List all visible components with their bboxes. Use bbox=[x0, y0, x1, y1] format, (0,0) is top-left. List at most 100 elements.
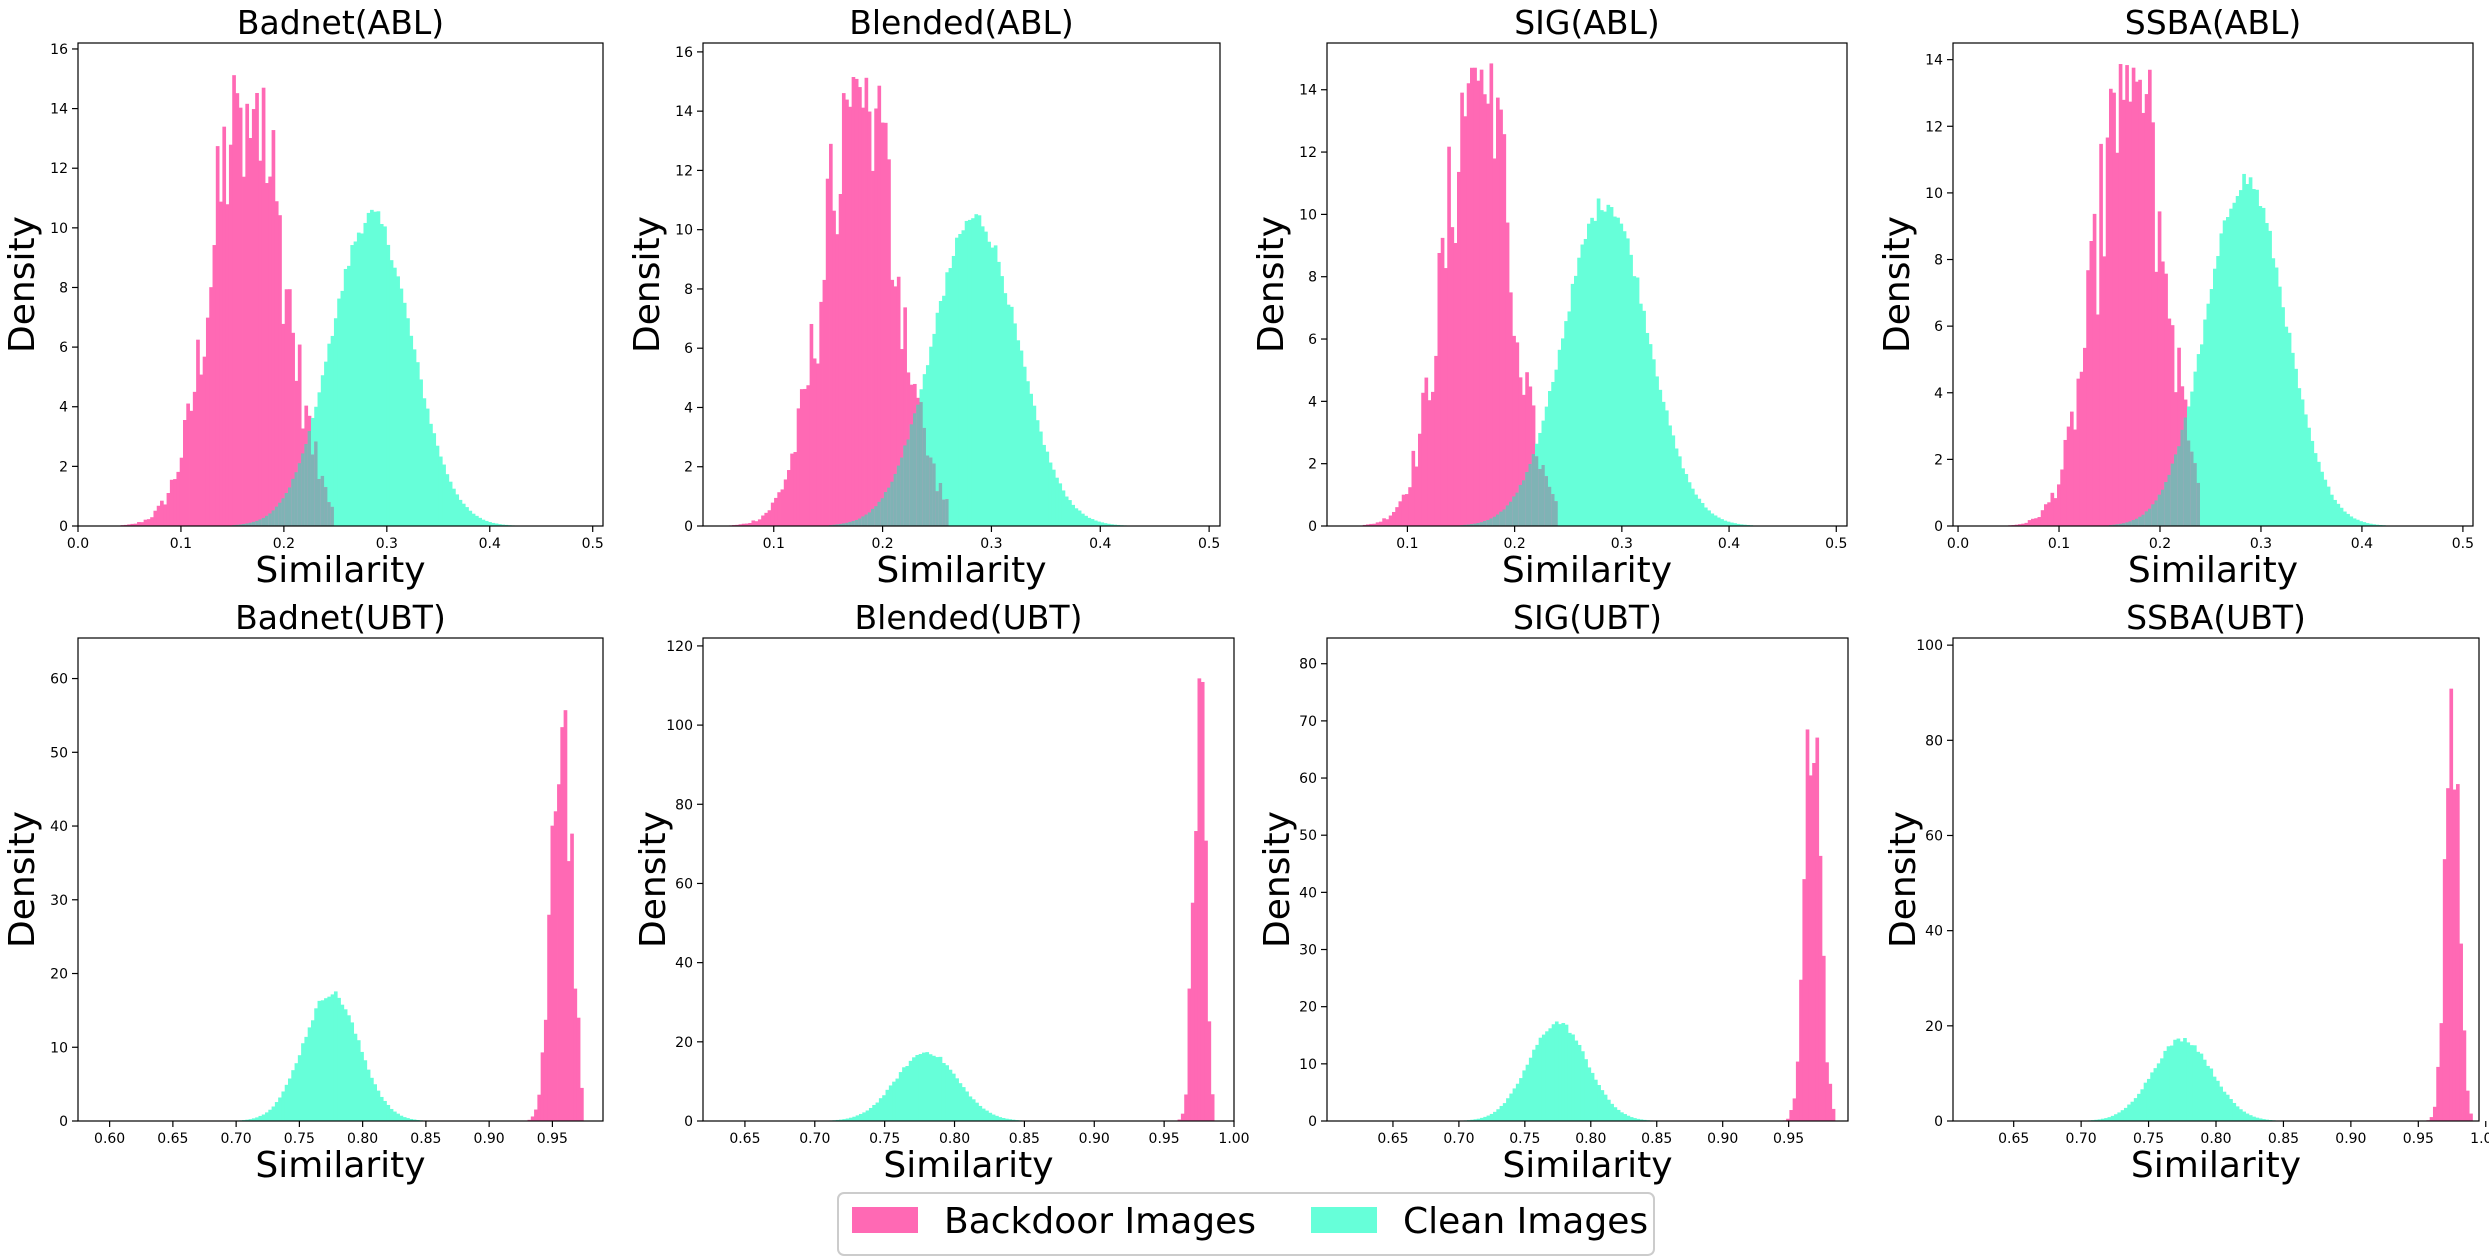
bar-clean-86 bbox=[2232, 202, 2237, 526]
bar-clean-108 bbox=[1678, 456, 1682, 526]
bar-overlap-57 bbox=[265, 515, 269, 526]
bar-clean-100 bbox=[1026, 381, 1030, 526]
bar-backdoor-58 bbox=[268, 176, 272, 527]
bar-clean-88 bbox=[1613, 216, 1617, 526]
bar-backdoor-151 bbox=[1204, 840, 1208, 1121]
bar-clean-105 bbox=[422, 398, 427, 526]
bar-overlap-71 bbox=[2183, 417, 2188, 526]
bar-backdoor-42 bbox=[215, 146, 220, 526]
bar-overlap-52 bbox=[2122, 523, 2126, 526]
bar-backdoor-151 bbox=[2449, 688, 2454, 1121]
bar-clean-119 bbox=[468, 510, 473, 526]
bar-clean-94 bbox=[2262, 1119, 2266, 1121]
bar-clean-124 bbox=[484, 520, 489, 526]
bar-clean-81 bbox=[343, 1009, 348, 1121]
bar-backdoor-23 bbox=[153, 510, 158, 526]
bar-clean-114 bbox=[1071, 504, 1075, 526]
bar-clean-60 bbox=[274, 1102, 279, 1121]
bar-backdoor-43 bbox=[2092, 213, 2097, 526]
bar-clean-89 bbox=[370, 1077, 374, 1121]
bar-clean-53 bbox=[2127, 1104, 2131, 1121]
y-tick-label: 12 bbox=[1925, 119, 1943, 135]
bar-clean-59 bbox=[2146, 1078, 2151, 1121]
bar-clean-124 bbox=[1730, 522, 1734, 526]
bar-clean-106 bbox=[1671, 435, 1676, 526]
bar-backdoor-26 bbox=[1411, 450, 1416, 526]
bar-backdoor-145 bbox=[1799, 979, 1803, 1121]
bar-clean-103 bbox=[415, 362, 420, 526]
axes-frame bbox=[1952, 637, 2480, 1122]
bar-clean-95 bbox=[389, 260, 394, 526]
bar-clean-77 bbox=[330, 335, 335, 526]
bar-backdoor-152 bbox=[2452, 789, 2457, 1121]
bar-backdoor-57 bbox=[1512, 335, 1516, 526]
bar-clean-116 bbox=[458, 499, 463, 526]
bar-backdoor-29 bbox=[2047, 502, 2051, 526]
bar-backdoor-39 bbox=[829, 143, 833, 526]
bar-backdoor-50 bbox=[1489, 63, 1494, 526]
bar-overlap-55 bbox=[880, 498, 885, 526]
y-tick-label: 4 bbox=[1934, 386, 1943, 402]
bar-overlap-40 bbox=[832, 524, 836, 526]
bar-clean-66 bbox=[2169, 1045, 2174, 1121]
bar-clean-86 bbox=[1607, 1099, 1611, 1121]
bars bbox=[2074, 688, 2473, 1121]
bar-overlap-49 bbox=[861, 516, 865, 526]
bar-backdoor-150 bbox=[1200, 681, 1205, 1121]
bar-backdoor-150 bbox=[1815, 737, 1820, 1121]
bar-backdoor-49 bbox=[238, 107, 243, 527]
bar-backdoor-20 bbox=[2018, 524, 2022, 526]
bar-backdoor-55 bbox=[258, 160, 263, 526]
bar-overlap-60 bbox=[2148, 508, 2152, 526]
bar-clean-115 bbox=[1074, 508, 1079, 526]
bar-clean-121 bbox=[2346, 513, 2350, 526]
bar-clean-90 bbox=[993, 245, 998, 526]
bar-overlap-53 bbox=[251, 521, 256, 526]
bar-clean-80 bbox=[340, 290, 345, 526]
bar-clean-84 bbox=[2229, 1099, 2233, 1121]
bar-backdoor-58 bbox=[2141, 112, 2146, 527]
bars bbox=[1362, 63, 1754, 527]
histogram-panels: 0.0 0.1 0.2 0.3 0.4 0.5 0 2 4 6 8 10 12 14 16 Badnet(AB… bbox=[2, 3, 2489, 1186]
x-tick-label: 0.1 bbox=[1396, 536, 1418, 552]
x-tick-label: 0.90 bbox=[1707, 1131, 1738, 1147]
bar-clean-57 bbox=[2140, 1089, 2145, 1121]
bar-backdoor-146 bbox=[2432, 1106, 2437, 1121]
bar-overlap-66 bbox=[294, 472, 299, 526]
bar-clean-92 bbox=[379, 1096, 384, 1121]
bar-backdoor-41 bbox=[1460, 92, 1464, 526]
x-axis-label: Similarity bbox=[255, 1145, 425, 1186]
bar-backdoor-47 bbox=[232, 75, 236, 526]
bar-clean-129 bbox=[2372, 524, 2376, 526]
bar-clean-110 bbox=[2310, 440, 2315, 526]
bar-backdoor-143 bbox=[1177, 1119, 1182, 1121]
bar-overlap-74 bbox=[320, 475, 325, 526]
bar-clean-127 bbox=[1113, 524, 1117, 526]
bar-clean-70 bbox=[2183, 1038, 2187, 1121]
bar-clean-59 bbox=[271, 1106, 276, 1121]
bar-clean-94 bbox=[1006, 304, 1011, 526]
y-tick-label: 14 bbox=[50, 102, 68, 118]
bar-backdoor-149 bbox=[1812, 762, 1816, 1121]
bar-clean-63 bbox=[1532, 1049, 1536, 1121]
y-tick-label: 10 bbox=[50, 221, 68, 237]
bar-clean-95 bbox=[1635, 277, 1640, 526]
bar-backdoor-49 bbox=[2112, 92, 2116, 526]
y-tick-label: 0 bbox=[1934, 1114, 1943, 1130]
bar-backdoor-22 bbox=[150, 517, 154, 526]
y-tick-label: 16 bbox=[50, 42, 68, 58]
bar-overlap-61 bbox=[278, 502, 282, 526]
bar-overlap-73 bbox=[317, 479, 322, 526]
bar-clean-89 bbox=[1616, 1109, 1621, 1121]
bar-backdoor-38 bbox=[1450, 227, 1455, 526]
bar-clean-114 bbox=[1697, 498, 1702, 526]
panel-title: SSBA(UBT) bbox=[2126, 598, 2306, 637]
bar-backdoor-22 bbox=[774, 497, 778, 526]
bar-overlap-60 bbox=[1522, 480, 1526, 526]
bar-backdoor-20 bbox=[767, 510, 772, 526]
bar-overlap-63 bbox=[1531, 454, 1536, 526]
bar-clean-87 bbox=[363, 222, 368, 527]
bar-clean-53 bbox=[251, 1118, 256, 1121]
bar-backdoor-142 bbox=[1789, 1110, 1794, 1121]
bar-clean-77 bbox=[2206, 1065, 2210, 1121]
